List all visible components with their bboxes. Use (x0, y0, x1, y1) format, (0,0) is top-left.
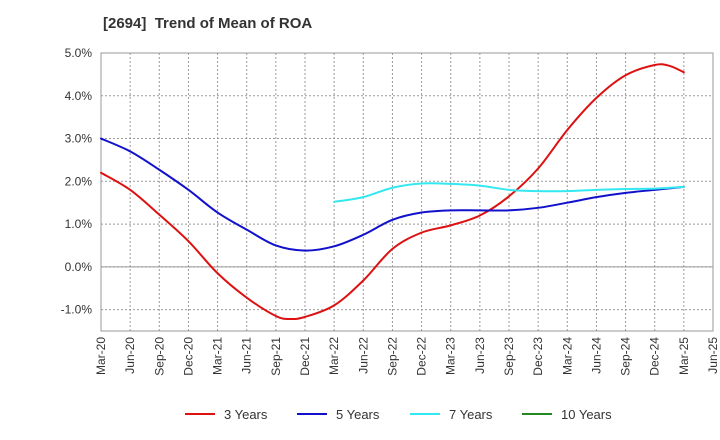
series-line-3-years (100, 63, 685, 321)
series-line-5-years (100, 137, 685, 252)
y-axis-labels: 5.0% 4.0% 3.0% 2.0% 1.0% 0.0% -1.0% (61, 46, 93, 317)
x-tick-label: Dec-24 (648, 337, 662, 376)
x-tick-label: Jun-23 (473, 337, 487, 374)
x-tick-label: Sep-20 (152, 337, 166, 376)
x-tick-label: Jun-20 (123, 337, 137, 374)
legend-label-3-years: 3 Years (224, 407, 268, 422)
x-tick-label: Mar-25 (677, 337, 691, 375)
x-tick-label: Mar-22 (327, 337, 341, 375)
x-axis-labels: Mar-20 Jun-20 Sep-20 Dec-20 Mar-21 Jun-21 Sep-… (94, 337, 720, 376)
x-tick-label: Sep-21 (269, 337, 283, 376)
x-tick-label: Jun-22 (356, 337, 370, 374)
legend-label-5-years: 5 Years (336, 407, 380, 422)
x-tick-label: Sep-24 (619, 337, 633, 376)
x-tick-label: Jun-25 (706, 337, 720, 374)
x-tick-label: Mar-24 (560, 337, 574, 375)
legend: 3 Years 5 Years 7 Years 10 Years (185, 407, 612, 422)
x-tick-label: Jun-21 (240, 337, 254, 374)
x-tick-label: Mar-20 (94, 337, 108, 375)
y-tick-label: 3.0% (65, 132, 93, 146)
y-tick-label: 4.0% (65, 89, 93, 103)
y-tick-label: 5.0% (65, 46, 93, 60)
x-tick-label: Mar-21 (211, 337, 225, 375)
x-tick-label: Dec-23 (531, 337, 545, 376)
series-lines (100, 63, 685, 321)
y-tick-label: 1.0% (65, 217, 93, 231)
x-tick-label: Dec-22 (415, 337, 429, 376)
x-tick-label: Mar-23 (444, 337, 458, 375)
chart-title: [2694] Trend of Mean of ROA (103, 15, 313, 32)
x-tick-label: Jun-24 (589, 337, 603, 374)
y-tick-label: -1.0% (61, 303, 93, 317)
y-tick-label: 0.0% (65, 260, 93, 274)
series-line-7-years (333, 182, 685, 203)
x-tick-label: Sep-23 (502, 337, 516, 376)
legend-label-7-years: 7 Years (449, 407, 493, 422)
legend-label-10-years: 10 Years (561, 407, 612, 422)
x-tick-label: Dec-21 (298, 337, 312, 376)
x-tick-label: Sep-22 (385, 337, 399, 376)
x-tick-label: Dec-20 (181, 337, 195, 376)
plot-frame (100, 52, 714, 332)
y-tick-label: 2.0% (65, 174, 93, 188)
